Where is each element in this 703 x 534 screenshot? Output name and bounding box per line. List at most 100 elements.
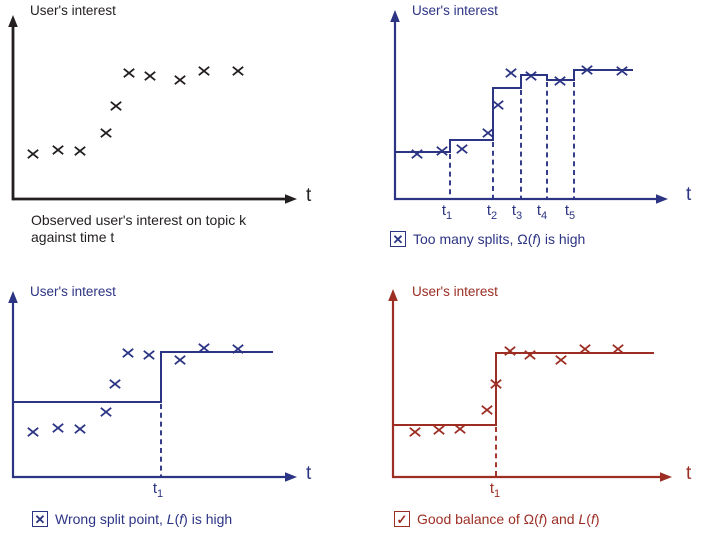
tick-base: t bbox=[486, 202, 492, 219]
panel-title: User's interest bbox=[412, 3, 498, 18]
data-point-x-mark bbox=[198, 343, 210, 353]
data-point-x-mark bbox=[143, 350, 155, 360]
caption-text: Wrong split point, L(f) is high bbox=[55, 511, 232, 527]
panel-observed-data bbox=[8, 15, 297, 204]
data-point-x-mark bbox=[232, 344, 244, 354]
caption-segment: against time t bbox=[31, 229, 115, 245]
x-axis-label-t: t bbox=[306, 463, 312, 484]
data-point-x-mark bbox=[100, 407, 112, 417]
tick-subscript: 5 bbox=[569, 210, 576, 222]
step-function-line bbox=[395, 69, 633, 153]
data-point-x-mark bbox=[52, 423, 64, 433]
data-point-x-mark bbox=[612, 344, 624, 354]
data-point-x-mark bbox=[433, 425, 445, 435]
data-point-x-mark bbox=[198, 66, 210, 76]
tick-label-t1: t1 bbox=[152, 480, 164, 500]
x-axis-label-t: t bbox=[686, 463, 692, 484]
caption-segment: Good balance of bbox=[417, 511, 524, 527]
data-point-x-mark bbox=[122, 348, 134, 358]
caption-segment: L bbox=[578, 511, 587, 527]
caption-segment: Ω( bbox=[517, 231, 533, 247]
tick-base: t bbox=[564, 202, 570, 219]
panel-wrong-split-point bbox=[8, 291, 297, 482]
x-axis-arrow bbox=[285, 194, 297, 204]
data-point-x-mark bbox=[454, 424, 466, 434]
tick-label-t1: t1 bbox=[489, 480, 501, 500]
tick-subscript: 4 bbox=[541, 210, 548, 222]
data-point-x-mark bbox=[74, 424, 86, 434]
caption-line: against time t bbox=[31, 229, 246, 246]
caption-segment: ) is high bbox=[536, 231, 586, 247]
data-point-x-mark bbox=[524, 350, 536, 360]
caption-text: Good balance of Ω(f) and L(f) bbox=[417, 511, 600, 527]
caption-segment: L bbox=[166, 511, 175, 527]
tick-label-t4: t4 bbox=[536, 202, 548, 222]
data-point-x-mark bbox=[52, 145, 64, 155]
data-point-x-mark bbox=[100, 128, 112, 138]
panel-title: User's interest bbox=[30, 284, 116, 299]
y-axis-arrow bbox=[388, 289, 398, 301]
data-point-x-mark bbox=[482, 128, 494, 138]
tick-base: t bbox=[536, 202, 542, 219]
data-point-x-mark bbox=[411, 149, 423, 159]
tick-base: t bbox=[441, 202, 447, 219]
tick-base: t bbox=[489, 480, 495, 497]
caption-segment: Observed user's interest on topic k bbox=[31, 212, 247, 228]
data-point-x-mark bbox=[581, 65, 593, 75]
data-point-x-mark bbox=[409, 427, 421, 437]
data-point-x-mark bbox=[555, 355, 567, 365]
data-point-x-mark bbox=[505, 68, 517, 78]
caption-wrong-split-point: ✕ Wrong split point, L(f) is high bbox=[32, 511, 232, 528]
caption-segment: f bbox=[532, 231, 537, 247]
data-point-x-mark bbox=[436, 146, 448, 156]
data-point-x-mark bbox=[525, 71, 537, 81]
data-point-x-mark bbox=[481, 405, 493, 415]
data-point-x-mark bbox=[492, 100, 504, 110]
cross-box-icon: ✕ bbox=[32, 511, 48, 528]
tick-label-t3: t3 bbox=[512, 202, 523, 222]
data-point-x-mark bbox=[456, 144, 468, 154]
y-axis-arrow bbox=[8, 15, 18, 27]
panel-too-many-splits bbox=[390, 10, 668, 204]
caption-segment: Ω( bbox=[523, 511, 539, 527]
step-function-line bbox=[393, 352, 654, 426]
caption-segment: ) and bbox=[542, 511, 579, 527]
tick-subscript: 2 bbox=[491, 210, 498, 222]
data-point-x-mark bbox=[174, 355, 186, 365]
caption-segment: ( bbox=[174, 511, 180, 527]
x-axis-arrow bbox=[656, 194, 668, 204]
data-point-x-mark bbox=[123, 68, 135, 78]
tick-subscript: 1 bbox=[157, 488, 164, 500]
caption-segment: Too many splits, bbox=[413, 231, 518, 247]
tick-subscript: 1 bbox=[494, 488, 501, 500]
x-axis-label-t: t bbox=[306, 185, 312, 206]
caption-too-many-splits: ✕ Too many splits, Ω(f) is high bbox=[390, 231, 586, 248]
tick-subscript: 3 bbox=[516, 210, 523, 222]
step-function-line bbox=[13, 351, 273, 403]
y-axis-arrow bbox=[390, 10, 400, 22]
tick-base: t bbox=[152, 480, 158, 497]
data-point-x-mark bbox=[109, 379, 121, 389]
caption-segment: f bbox=[590, 511, 595, 527]
x-axis-arrow bbox=[285, 472, 297, 482]
data-point-x-mark bbox=[144, 71, 156, 81]
caption-segment: ( bbox=[586, 511, 591, 527]
panel-good-balance bbox=[388, 289, 672, 482]
cross-box-icon: ✕ bbox=[390, 231, 406, 248]
tick-label-t1: t1 bbox=[441, 202, 452, 222]
caption-segment: f bbox=[538, 511, 543, 527]
x-axis-label-t: t bbox=[686, 184, 692, 205]
data-point-x-mark bbox=[74, 146, 86, 156]
caption-line: Observed user's interest on topic k bbox=[31, 212, 246, 229]
caption-observed-data: Observed user's interest on topic k again… bbox=[31, 212, 246, 246]
data-point-x-mark bbox=[554, 76, 566, 86]
data-point-x-mark bbox=[490, 379, 502, 389]
tick-label-t5: t5 bbox=[564, 202, 576, 222]
x-axis-arrow bbox=[660, 472, 672, 482]
data-point-x-mark bbox=[616, 66, 628, 76]
y-axis-arrow bbox=[8, 291, 18, 303]
data-point-x-mark bbox=[110, 101, 122, 111]
checkmark-box-icon: ✓ bbox=[394, 511, 410, 528]
